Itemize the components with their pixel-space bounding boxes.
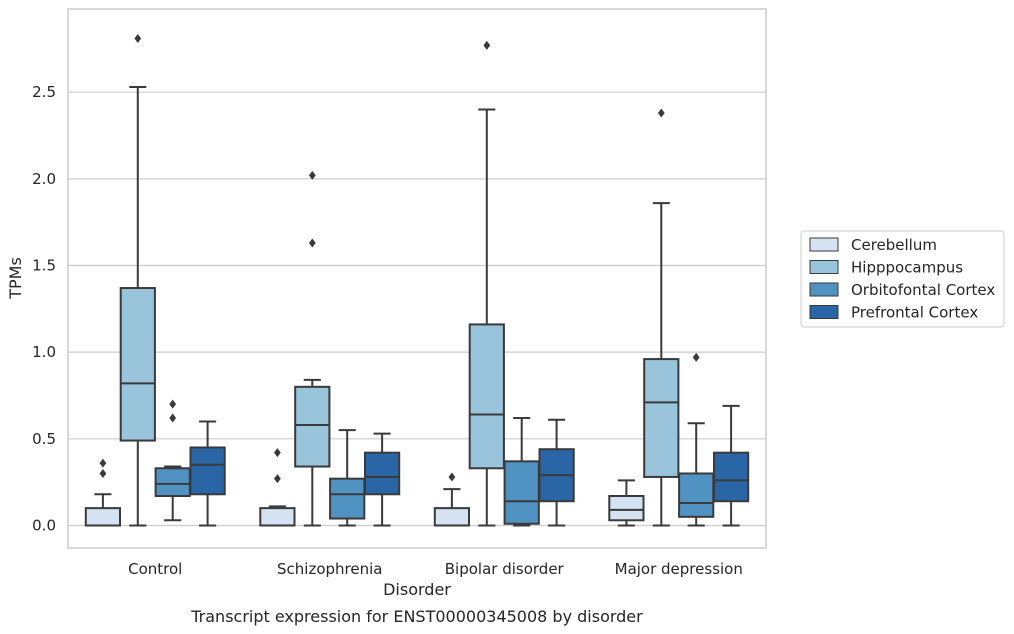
box-cerebellum [433,472,471,527]
box-orbitofontal-cortex [678,352,715,527]
box-iqr [84,507,122,527]
outlier-marker [274,474,281,484]
box-iqr [189,446,226,496]
x-axis-label: Disorder [383,580,451,599]
box-prefrontal-cortex [189,420,226,527]
box-orbitofontal-cortex [503,417,540,527]
box-iqr [468,323,505,470]
plot-frame [67,8,767,549]
box-prefrontal-cortex [712,404,750,527]
box-iqr [643,358,680,478]
box-iqr [712,451,750,503]
box-iqr [608,495,645,522]
box-iqr [433,507,471,527]
outlier-marker [692,352,700,362]
y-tick-label: 2.5 [32,83,56,101]
outlier-marker [99,458,107,468]
x-tick-label: Bipolar disorder [445,560,565,578]
outlier-marker [657,108,665,118]
box-iqr [119,287,156,442]
y-tick-label: 0.5 [32,430,56,448]
box-orbitofontal-cortex [154,399,191,522]
box-hipppocampus [643,108,680,527]
box-iqr [294,385,331,468]
outlier-marker [448,472,456,482]
outlier-marker [134,33,142,43]
box-iqr [329,477,366,520]
legend-swatch [809,260,839,274]
y-tick-label: 1.5 [32,257,56,275]
box-hipppocampus [119,33,156,527]
box-hipppocampus [294,170,331,527]
outlier-marker [169,399,177,409]
y-tick-label: 2.0 [32,170,56,188]
legend-frame [800,230,1005,328]
box-iqr [503,460,540,525]
box-cerebellum [608,479,645,527]
box-iqr [154,467,191,498]
x-tick-label: Major depression [615,560,743,578]
x-tick-label: Control [128,560,182,578]
grid-layer [68,91,766,527]
outlier-marker [308,170,316,180]
legend-label: Hipppocampus [851,259,963,277]
outlier-marker [308,238,316,248]
outlier-marker [483,40,491,50]
legend-label: Orbitofontal Cortex [851,281,995,299]
x-axis-ticks: Control Schizophrenia Bipolar disorder Majo… [128,560,743,578]
legend-label: Prefrontal Cortex [851,304,978,322]
box-cerebellum [259,448,296,527]
y-tick-label: 0.0 [32,516,56,534]
y-tick-label: 1.0 [32,343,56,361]
box-hipppocampus [468,40,505,527]
legend-swatch [809,305,839,319]
outlier-marker [99,468,107,478]
x-tick-label: Schizophrenia [277,560,382,578]
legend: Cerebellum Hipppocampus Orbitofontal Corte… [800,230,1005,328]
legend-label: Cerebellum [851,236,937,254]
outlier-marker [169,413,177,423]
boxes-layer [84,33,750,527]
y-axis-ticks: 0.0 0.5 1.0 1.5 2.0 2.5 [32,83,56,534]
legend-swatch [809,237,839,252]
box-iqr [259,507,296,527]
y-axis-label: TPMs [6,257,25,300]
outlier-marker [274,448,281,458]
box-prefrontal-cortex [363,432,401,527]
legend-swatch [809,282,839,297]
box-iqr [363,451,401,496]
box-orbitofontal-cortex [329,429,366,527]
box-prefrontal-cortex [538,418,575,527]
chart-caption: Transcript expression for ENST0000034500… [190,607,643,626]
box-iqr [678,472,715,518]
box-cerebellum [84,458,122,527]
